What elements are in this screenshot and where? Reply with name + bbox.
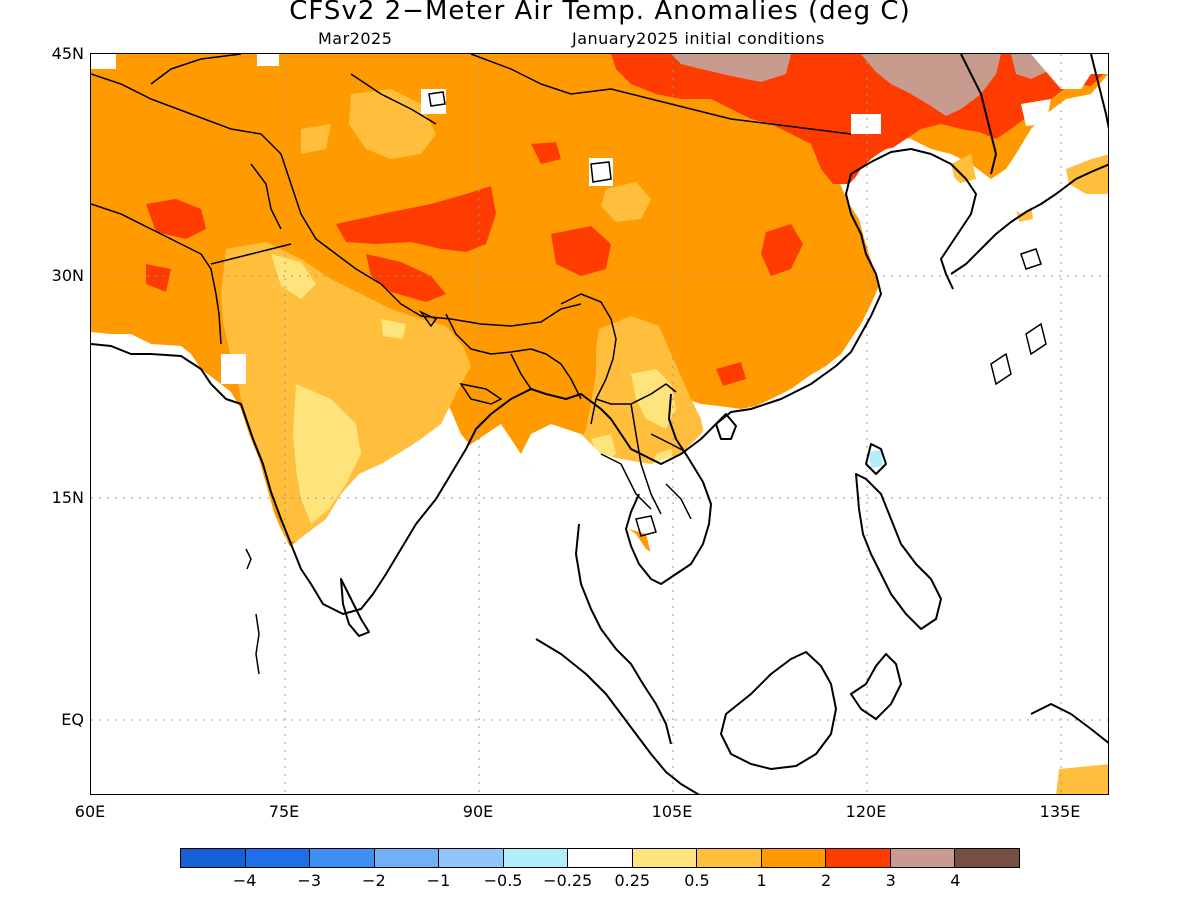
anomaly-region-2-3-west-small xyxy=(146,264,171,292)
ocean-area xyxy=(91,344,740,794)
anomaly-region-2-3-center xyxy=(551,226,611,276)
colorbar-swatch xyxy=(374,849,440,867)
ocean-east xyxy=(521,194,1108,794)
graticule xyxy=(91,54,1108,794)
anomaly-region-0.5-1-north xyxy=(349,89,436,159)
colorbar-swatch xyxy=(761,849,827,867)
anomaly-region-2-3-east xyxy=(761,224,803,276)
lon-label-75e: 75E xyxy=(268,802,300,821)
colorbar-tick-label: −2 xyxy=(362,871,386,890)
ocean-yellow-sea xyxy=(851,146,981,279)
colorbar-swatch xyxy=(181,849,246,867)
init-conditions-label: January2025 initial conditions xyxy=(572,29,825,48)
anomaly-region-2-3-west xyxy=(146,199,206,239)
anomaly-region-0.5-1-india xyxy=(221,242,471,542)
lon-label-60e: 60E xyxy=(74,802,106,821)
lat-label-eq: EQ xyxy=(61,710,84,729)
map-title: CFSv2 2−Meter Air Temp. Anomalies (deg C… xyxy=(289,0,911,26)
colorbar-swatch xyxy=(697,849,762,867)
colorbar-swatch xyxy=(245,849,311,867)
anomaly-region-2-3-southeast xyxy=(716,362,746,386)
colorbar-tick-label: 1 xyxy=(756,871,767,890)
temperature-anomaly-map xyxy=(91,54,1108,794)
coastlines xyxy=(91,54,1108,794)
colorbar-tick-label: −0.5 xyxy=(483,871,523,890)
colorbar-tick-label: −3 xyxy=(297,871,322,890)
colorbar-tick-label: 3 xyxy=(885,871,896,890)
anomaly-region-0.25-0.5-india xyxy=(271,254,406,524)
lat-label-15n: 15N xyxy=(51,488,84,507)
colorbar-swatch xyxy=(568,849,633,867)
ocean-korea-east xyxy=(991,126,1108,214)
colorbar xyxy=(180,848,1020,868)
colorbar-swatch xyxy=(503,849,569,867)
colorbar-swatch xyxy=(955,849,1019,867)
lon-label-105e: 105E xyxy=(651,802,693,821)
lat-label-30n: 30N xyxy=(51,266,84,285)
valid-month-label: Mar2025 xyxy=(318,29,393,48)
colorbar-tick-label: −4 xyxy=(232,871,257,890)
anomaly-region-2-3-tibet xyxy=(336,186,496,252)
colorbar-tick-label: 4 xyxy=(950,871,961,890)
colorbar-swatch xyxy=(632,849,698,867)
anomaly-region-0.5-1-japan xyxy=(951,154,1108,222)
colorbar-tick-label: 0.5 xyxy=(684,871,710,890)
lakes-and-islands xyxy=(245,91,1047,675)
anomaly-region-neg-0.25-taiwan xyxy=(869,450,883,468)
anomaly-region-0.5-1-west xyxy=(301,124,331,154)
colorbar-tick-label: −0.25 xyxy=(543,871,593,890)
colorbar-swatch xyxy=(439,849,504,867)
anomaly-region-0.5-1-center xyxy=(601,182,651,222)
lon-label-120e: 120E xyxy=(845,802,887,821)
anomaly-region-2-3-tibet-south xyxy=(366,254,446,302)
anomaly-region-2-3-small xyxy=(531,142,561,164)
country-borders xyxy=(91,54,852,520)
colorbar-swatch xyxy=(310,849,375,867)
map-panel xyxy=(90,53,1109,795)
colorbar-tick-label: 2 xyxy=(821,871,832,890)
colorbar-tick-label: 0.25 xyxy=(614,871,651,890)
anomaly-region-0.5-1-png xyxy=(1056,764,1108,794)
colorbar-swatch xyxy=(890,849,956,867)
anomaly-region-3-4 xyxy=(671,54,1051,116)
colorbar-tick-label: −1 xyxy=(426,871,451,890)
colorbar-swatch xyxy=(826,849,891,867)
lon-label-90e: 90E xyxy=(462,802,494,821)
lon-label-135e: 135E xyxy=(1039,802,1081,821)
lat-label-45n: 45N xyxy=(51,44,84,63)
